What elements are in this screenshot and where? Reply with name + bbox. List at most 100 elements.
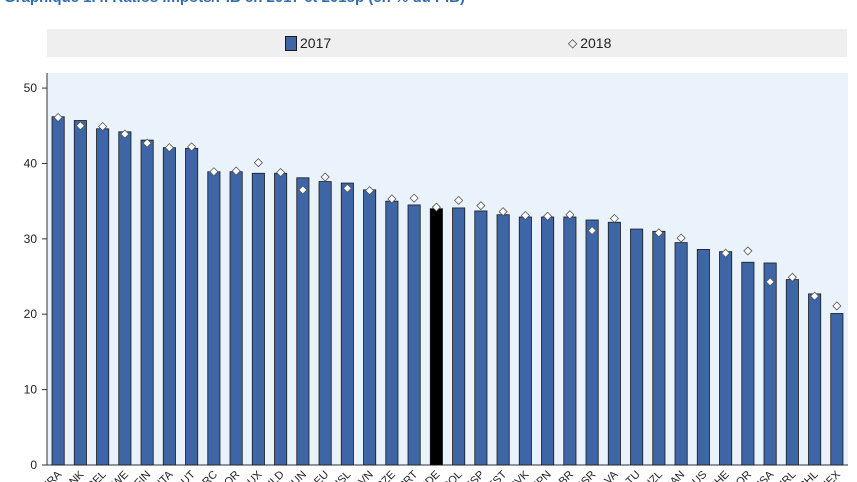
legend-label-2017: 2017 [300, 35, 332, 51]
marker-2018-chl [810, 291, 820, 301]
marker-2018-nzl [654, 228, 664, 238]
bar-can [674, 242, 688, 466]
bar-fin [140, 139, 154, 466]
bar-lva [607, 221, 621, 466]
bar-est [496, 214, 510, 466]
x-tick-label: MEX [818, 468, 844, 482]
y-tick-label: 0 [30, 458, 37, 472]
bar-nzl [652, 230, 666, 466]
marker-2018-usa [765, 277, 775, 287]
bars [51, 116, 844, 466]
marker-2018-can [676, 233, 686, 243]
marker-2018-mex [832, 301, 842, 311]
marker-2018-deu [320, 172, 330, 182]
marker-2018-irl [787, 272, 797, 282]
x-tick-label: DNK [62, 468, 87, 482]
x-tick-label: CHE [707, 469, 732, 482]
bar-jpn [541, 216, 555, 466]
x-tick-label: NZL [642, 469, 665, 482]
marker-2018-lux [253, 158, 263, 168]
marker-2018-swe [120, 129, 130, 139]
y-tick-label: 50 [24, 81, 38, 95]
x-tick-label: LUX [241, 468, 265, 482]
bar-irl [785, 279, 799, 466]
bar-esp [474, 210, 488, 466]
marker-2018-pol [454, 195, 464, 205]
x-tick-label: CHL [797, 469, 821, 482]
marker-2018-nld [276, 167, 286, 178]
y-tick-label: 20 [24, 307, 38, 321]
y-tick-label: 30 [24, 232, 38, 246]
legend-bar-swatch [285, 35, 297, 51]
marker-2018-ita [164, 143, 174, 153]
markers [53, 112, 842, 311]
x-tick-label: POL [441, 469, 465, 482]
bar-deu [318, 181, 332, 466]
x-tick-label: LVA [598, 468, 621, 482]
bar-mex [830, 313, 844, 466]
x-tick-label: ISL [333, 469, 353, 482]
x-tick-label: BEL [86, 469, 109, 482]
marker-2018-est [498, 207, 508, 217]
bar-nor [229, 171, 243, 466]
marker-2018-ocde [431, 202, 441, 212]
bar-dnk [73, 120, 87, 466]
plot-area [47, 73, 848, 465]
marker-2018-aut [187, 142, 197, 152]
x-tick-label: GRC [194, 469, 220, 482]
bar-che [719, 251, 733, 466]
bar-svk [518, 216, 532, 466]
bar-kor [741, 261, 755, 466]
bar-pol [452, 207, 466, 466]
marker-2018-cze [387, 194, 397, 204]
bar-ocde [429, 208, 443, 466]
marker-2018-fra [53, 112, 63, 123]
marker-2018-nor [231, 166, 241, 176]
marker-2018-prt [409, 193, 419, 203]
legend-item-2017: 2017 [285, 35, 331, 51]
x-tick-label: KOR [729, 469, 754, 482]
x-tick-label: IRL [778, 469, 799, 482]
marker-2018-esp [476, 201, 486, 211]
y-axis: 0 10 20 30 40 50 [24, 73, 848, 472]
marker-2018-bel [98, 121, 108, 132]
bar-chl [808, 293, 822, 466]
marker-2018-dnk [75, 121, 85, 131]
x-tick-label: HUN [284, 469, 309, 482]
x-tick-label: AUS [685, 469, 709, 482]
x-tick-label: ISR [577, 469, 598, 482]
bar-hun [296, 177, 310, 466]
x-tick-label: SVN [351, 469, 376, 482]
x-tick-label: ESP [463, 469, 487, 482]
marker-2018-isl [342, 183, 352, 193]
x-tick-label: DEU [306, 469, 331, 482]
bar-aut [185, 147, 199, 466]
bar-fra [51, 116, 65, 466]
x-tick-label: LTU [620, 469, 643, 482]
chart-title: Graphique 1.4. Ratios impôts/PIB en 2017… [4, 0, 854, 9]
bar-ltu [630, 228, 644, 466]
x-tick-label: USA [752, 468, 777, 482]
marker-2018-gbr [565, 210, 575, 220]
x-tick-label: FRA [40, 468, 65, 482]
x-tick-label: CAN [662, 469, 687, 482]
bar-svn [363, 189, 377, 466]
x-tick-label: NOR [216, 469, 242, 482]
y-tick-label: 40 [24, 156, 38, 170]
x-tick-label: CZE [374, 469, 398, 482]
marker-2018-grc [209, 167, 219, 177]
marker-2018-svn [365, 186, 375, 196]
bar-isl [340, 182, 354, 466]
marker-2018-che [721, 248, 731, 258]
bar-swe [118, 131, 132, 466]
bar-usa [763, 262, 777, 466]
marker-2018-fin [142, 138, 152, 148]
x-tick-label: AUT [174, 468, 198, 482]
marker-2018-kor [743, 246, 753, 256]
x-tick-label: NLD [263, 469, 287, 482]
marker-2018-lva [609, 213, 619, 224]
x-tick-label: GBR [551, 469, 576, 482]
x-tick-label: EST [486, 468, 510, 482]
